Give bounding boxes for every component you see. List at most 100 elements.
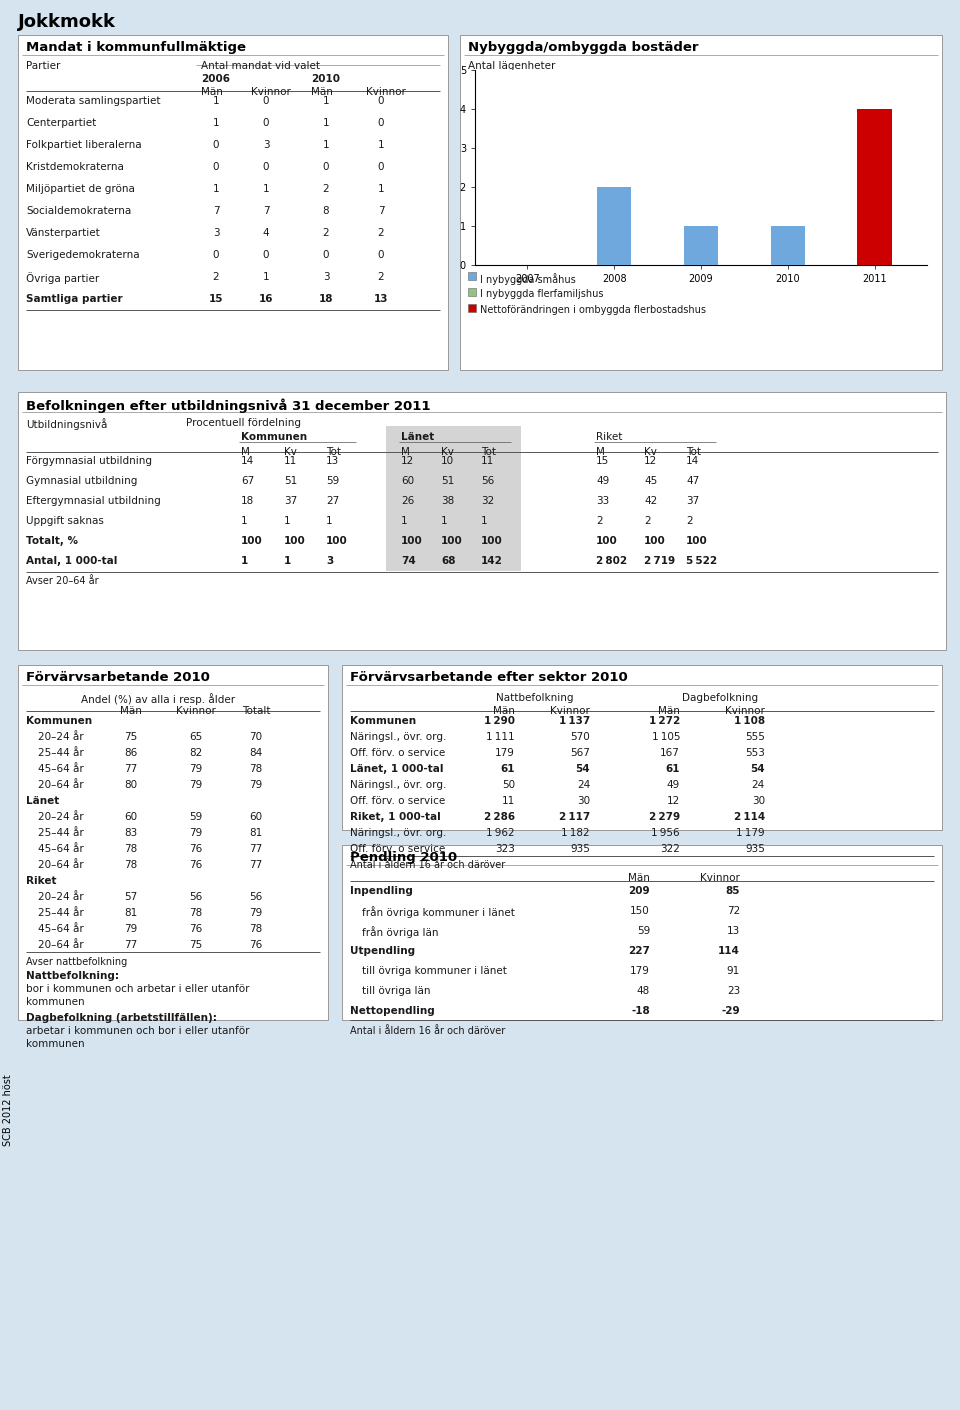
Text: Tot: Tot	[326, 447, 341, 457]
Text: 16: 16	[259, 295, 274, 305]
Text: 81: 81	[250, 828, 263, 838]
Bar	[857, 109, 892, 265]
Text: Kv: Kv	[441, 447, 454, 457]
Text: 1: 1	[263, 272, 270, 282]
Text: 1: 1	[401, 516, 408, 526]
Text: M: M	[401, 447, 410, 457]
Text: 67: 67	[241, 477, 254, 486]
Text: 2: 2	[644, 516, 651, 526]
Text: Övriga partier: Övriga partier	[26, 272, 99, 283]
Text: 25–44 år: 25–44 år	[38, 828, 84, 838]
Text: 100: 100	[326, 536, 348, 546]
Text: 1 108: 1 108	[733, 716, 765, 726]
Text: 1: 1	[213, 96, 219, 106]
Text: 2010: 2010	[311, 73, 340, 85]
Bar	[771, 226, 805, 265]
Text: 91: 91	[727, 966, 740, 976]
Text: Off. förv. o service: Off. förv. o service	[350, 845, 445, 854]
Text: Kommunen: Kommunen	[26, 716, 92, 726]
Text: 1: 1	[323, 96, 329, 106]
Text: Utbildningsnivå: Utbildningsnivå	[26, 417, 108, 430]
Text: Miljöpartiet de gröna: Miljöpartiet de gröna	[26, 183, 134, 195]
Text: 553: 553	[745, 747, 765, 759]
Text: 79: 79	[125, 924, 137, 933]
Text: 935: 935	[570, 845, 590, 854]
Text: 20–64 år: 20–64 år	[38, 780, 84, 790]
Text: 79: 79	[189, 764, 203, 774]
Text: 18: 18	[241, 496, 254, 506]
Text: 59: 59	[636, 926, 650, 936]
Text: 72: 72	[727, 907, 740, 916]
Text: 1: 1	[377, 183, 384, 195]
Text: 2: 2	[377, 228, 384, 238]
Text: 1 111: 1 111	[487, 732, 515, 742]
FancyBboxPatch shape	[386, 491, 521, 510]
FancyBboxPatch shape	[468, 305, 476, 312]
Text: 82: 82	[189, 747, 203, 759]
Text: 2 802: 2 802	[596, 556, 627, 565]
Text: 77: 77	[250, 860, 263, 870]
Text: 15: 15	[208, 295, 224, 305]
Text: 57: 57	[125, 893, 137, 902]
Text: 7: 7	[213, 206, 219, 216]
Text: 78: 78	[125, 845, 137, 854]
Text: 13: 13	[373, 295, 388, 305]
Text: SCB 2012 höst: SCB 2012 höst	[3, 1074, 13, 1146]
Text: 78: 78	[189, 908, 203, 918]
Bar	[857, 226, 892, 265]
Text: Nettopendling: Nettopendling	[350, 1005, 435, 1017]
Bar	[597, 188, 632, 265]
Text: 59: 59	[326, 477, 339, 486]
Text: 45–64 år: 45–64 år	[38, 764, 84, 774]
Text: 47: 47	[686, 477, 699, 486]
Text: 45–64 år: 45–64 år	[38, 924, 84, 933]
Text: Befolkningen efter utbildningsnivå 31 december 2011: Befolkningen efter utbildningsnivå 31 de…	[26, 398, 430, 413]
Text: 2: 2	[323, 228, 329, 238]
Text: Riket: Riket	[26, 876, 57, 885]
Text: 56: 56	[189, 893, 203, 902]
Text: 1: 1	[323, 118, 329, 128]
Text: Inpendling: Inpendling	[350, 885, 413, 895]
Text: 2 117: 2 117	[559, 812, 590, 822]
Text: Kvinnor: Kvinnor	[725, 706, 765, 716]
Text: -29: -29	[721, 1005, 740, 1017]
Text: 1 290: 1 290	[484, 716, 515, 726]
Text: 1 272: 1 272	[649, 716, 680, 726]
Text: Nattbefolkning:: Nattbefolkning:	[26, 971, 119, 981]
Text: Män: Män	[659, 706, 680, 716]
Text: 0: 0	[263, 96, 269, 106]
Text: 86: 86	[125, 747, 137, 759]
Text: 77: 77	[125, 764, 137, 774]
Text: 60: 60	[401, 477, 414, 486]
Text: 78: 78	[250, 764, 263, 774]
Text: 85: 85	[726, 885, 740, 895]
Text: 60: 60	[250, 812, 263, 822]
Text: 100: 100	[401, 536, 422, 546]
Text: 54: 54	[751, 764, 765, 774]
Text: 1 962: 1 962	[487, 828, 515, 838]
Text: Män: Män	[493, 706, 515, 716]
Text: 26: 26	[401, 496, 415, 506]
Text: 142: 142	[481, 556, 503, 565]
Text: Antal lägenheter: Antal lägenheter	[468, 61, 556, 70]
FancyBboxPatch shape	[468, 288, 476, 296]
Text: 20–64 år: 20–64 år	[38, 860, 84, 870]
Text: 76: 76	[189, 845, 203, 854]
Text: 49: 49	[596, 477, 610, 486]
Text: 1 956: 1 956	[652, 828, 680, 838]
FancyBboxPatch shape	[460, 35, 942, 369]
Text: 20–24 år: 20–24 år	[38, 732, 84, 742]
FancyBboxPatch shape	[386, 426, 521, 454]
Text: Pendling 2010: Pendling 2010	[350, 852, 457, 864]
Text: till övriga län: till övriga län	[362, 986, 430, 995]
Text: Kvinnor: Kvinnor	[550, 706, 590, 716]
Text: 45–64 år: 45–64 år	[38, 845, 84, 854]
Text: Partier: Partier	[26, 61, 60, 70]
Text: 100: 100	[596, 536, 617, 546]
Text: Kvinnor: Kvinnor	[366, 87, 406, 97]
Text: 76: 76	[250, 940, 263, 950]
Text: 570: 570	[570, 732, 590, 742]
Text: 74: 74	[401, 556, 416, 565]
FancyBboxPatch shape	[386, 510, 521, 532]
Text: 2006: 2006	[201, 73, 230, 85]
